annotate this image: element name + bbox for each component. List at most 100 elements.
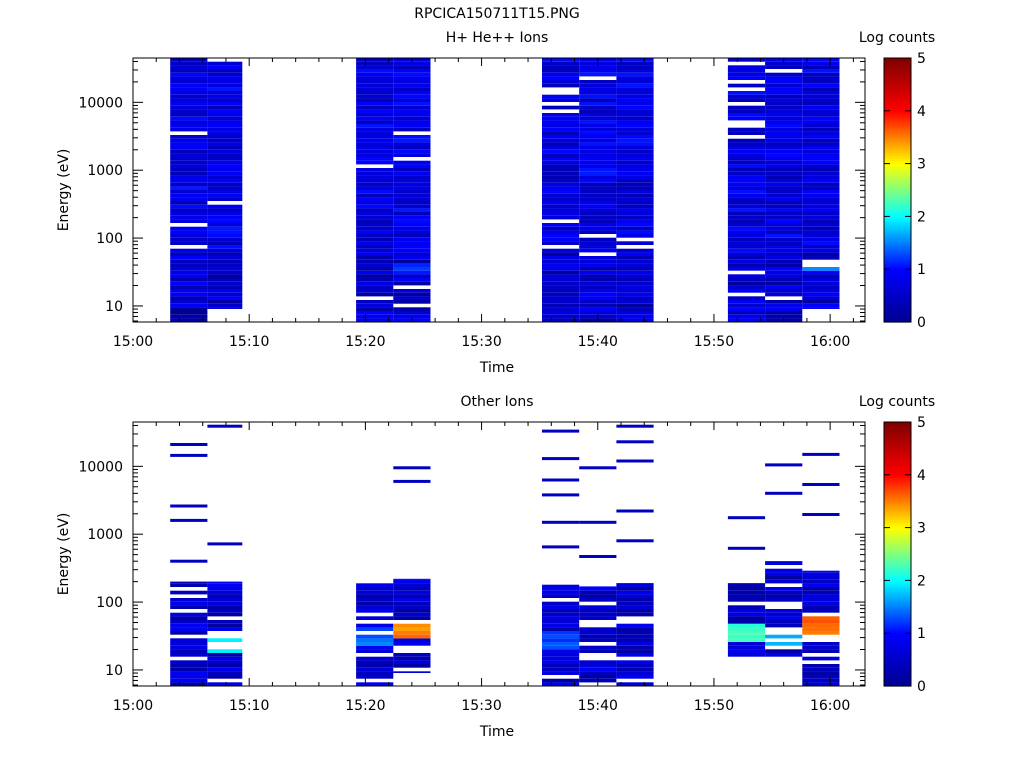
heatmap-bin [579,667,617,672]
colorbar-frame [883,57,912,323]
heatmap-bin [765,278,803,282]
heatmap-bin [765,131,803,135]
heatmap-bin [356,146,394,150]
heatmap-bin [393,237,431,242]
heatmap-bin [727,623,766,628]
colorbar-swatch [884,651,911,655]
heatmap-bin [356,76,394,80]
heatmap-bin [542,314,580,319]
x-tick-label: 15:30 [461,334,501,350]
colorbar-swatch [884,142,911,146]
heatmap-bin [356,682,394,686]
heatmap-bin [579,72,617,77]
heatmap-bin [802,105,840,110]
colorbar-swatch [884,205,911,210]
heatmap-bin [393,168,431,172]
colorbar-swatch [884,453,911,457]
heatmap-bin [802,197,840,201]
heatmap-bin [393,274,431,278]
heatmap-bin [170,179,208,183]
colorbar-swatch [884,546,911,550]
heatmap-bin [579,671,617,675]
colorbar-swatch [884,171,911,175]
colorbar-swatch [884,580,911,584]
colorbar-swatch [884,638,911,642]
x-tick-label: 16:00 [810,334,850,350]
heatmap-bin [170,193,208,198]
heatmap-bin [393,146,431,150]
colorbar-swatch [884,472,911,476]
heatmap-bin [802,179,840,183]
heatmap-bin [393,642,431,646]
heatmap-bin [802,245,840,249]
heatmap-bin [170,296,208,300]
heatmap-bin [579,609,617,613]
heatmap-bin [170,664,208,668]
colorbar-swatch [884,124,911,128]
colorbar-swatch [884,65,911,70]
colorbar-tick-label: 1 [917,262,926,278]
heatmap-bin [170,256,208,260]
heatmap-bin [579,645,617,650]
colorbar-swatch [884,422,911,426]
heatmap-bin [542,292,580,297]
heatmap-bin [727,653,766,657]
heatmap-bin [542,642,580,646]
heatmap-bin [356,638,394,642]
heatmap-bin [170,171,208,176]
colorbar-swatch [884,316,911,320]
heatmap-bin [170,153,208,157]
heatmap-bin [356,190,394,194]
heatmap-bin [616,638,654,642]
heatmap-bin [616,281,654,286]
heatmap-bin [765,256,803,260]
heatmap-bin [542,616,580,620]
heatmap-bin [356,314,394,319]
sparse-count-line [542,478,580,482]
heatmap-bin [207,131,243,135]
heatmap-bin [616,223,654,227]
heatmap-bin [802,590,840,595]
heatmap-bin [207,179,243,183]
heatmap-bin [802,570,840,573]
heatmap-bin [802,576,840,580]
heatmap-bin [393,634,431,639]
heatmap-bin [616,153,654,157]
heatmap-bin [802,594,840,598]
heatmap-bin [727,616,766,620]
heatmap-bin [356,267,394,271]
heatmap-bin [727,164,766,168]
y-axis: 10 100 1000 10000 Energy (eV) [56,60,865,322]
heatmap-bin [802,94,840,99]
heatmap-bin [542,274,580,278]
heatmap-bin [542,182,580,187]
figure-title: RPCICA150711T15.PNG [414,6,579,22]
heatmap-bin [616,609,654,613]
heatmap-bin [542,193,580,198]
heatmap-bin [616,124,654,128]
colorbar-label: Log counts [859,394,935,410]
heatmap-bin [542,124,580,128]
heatmap-bin [579,182,617,187]
colorbar-swatch [884,84,911,88]
heatmap-bin [170,83,208,88]
colorbar-swatch [884,192,911,196]
heatmap-bin [616,160,654,165]
colorbar-swatch [884,134,911,138]
heatmap-bin [802,583,840,587]
panel-title: Other Ions [460,394,533,410]
heatmap-bin [393,300,431,304]
heatmap-bin [616,127,654,132]
heatmap-bin [170,300,208,304]
heatmap-bin [207,248,243,253]
heatmap-bin [579,303,617,308]
heatmap-bin [170,135,208,139]
colorbar-swatch [884,174,911,178]
heatmap-bin [356,259,394,264]
heatmap-bin [727,278,766,282]
heatmap-bin [765,193,803,198]
heatmap-bin [727,598,766,602]
heatmap-bin [542,234,580,238]
heatmap-bin [802,248,840,253]
colorbar-swatch [884,179,911,183]
